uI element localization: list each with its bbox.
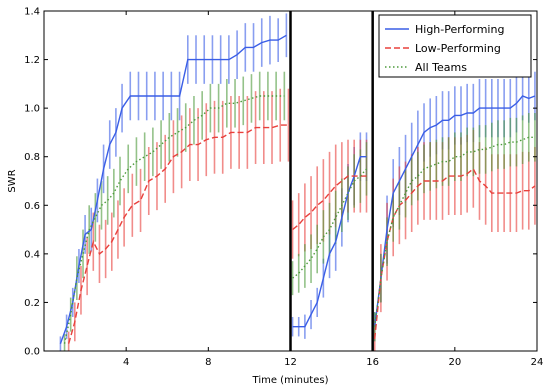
- x-tick-label: 8: [205, 357, 211, 368]
- y-tick-label: 0.6: [24, 201, 40, 212]
- legend-box: [378, 14, 532, 78]
- x-tick-label: 24: [531, 357, 544, 368]
- legend: High-Performing Low-Performing All Teams: [378, 14, 532, 78]
- series-lines-layer: [59, 34, 536, 344]
- legend-label: Low-Performing: [415, 42, 501, 55]
- y-tick-label: 1.4: [24, 7, 40, 18]
- x-tick-label: 16: [366, 357, 379, 368]
- series-line-high-performing: [374, 95, 536, 327]
- y-tick-label: 0.4: [24, 249, 40, 260]
- x-tick-label: 20: [448, 357, 461, 368]
- series-line-all-teams: [292, 168, 368, 279]
- y-tick-label: 1.2: [24, 55, 40, 66]
- series-line-low-performing: [374, 167, 536, 339]
- legend-label: All Teams: [415, 61, 467, 74]
- legend-label: High-Performing: [415, 23, 504, 36]
- phase-boundaries-layer: [289, 11, 374, 351]
- series-line-low-performing: [292, 175, 367, 231]
- y-axis-label: SWR: [7, 169, 18, 192]
- y-tick-label: 0.8: [24, 152, 40, 163]
- series-line-all-teams: [374, 136, 535, 327]
- x-tick-label: 12: [284, 357, 297, 368]
- x-axis-label: Time (minutes): [252, 375, 329, 386]
- x-tick-label: 4: [123, 357, 129, 368]
- series-line-low-performing: [68, 124, 289, 344]
- series-line-all-teams: [63, 95, 285, 344]
- y-tick-label: 1.0: [24, 104, 40, 115]
- y-tick-label: 0.0: [24, 347, 40, 358]
- axes-layer: 4 8 12 16 20 24 0.0 0.2 0.4 0.6 0.8 1.0 1.2 1.4 Time (…: [7, 7, 543, 387]
- y-tick-label: 0.2: [24, 298, 40, 309]
- series-line-high-performing: [59, 34, 287, 344]
